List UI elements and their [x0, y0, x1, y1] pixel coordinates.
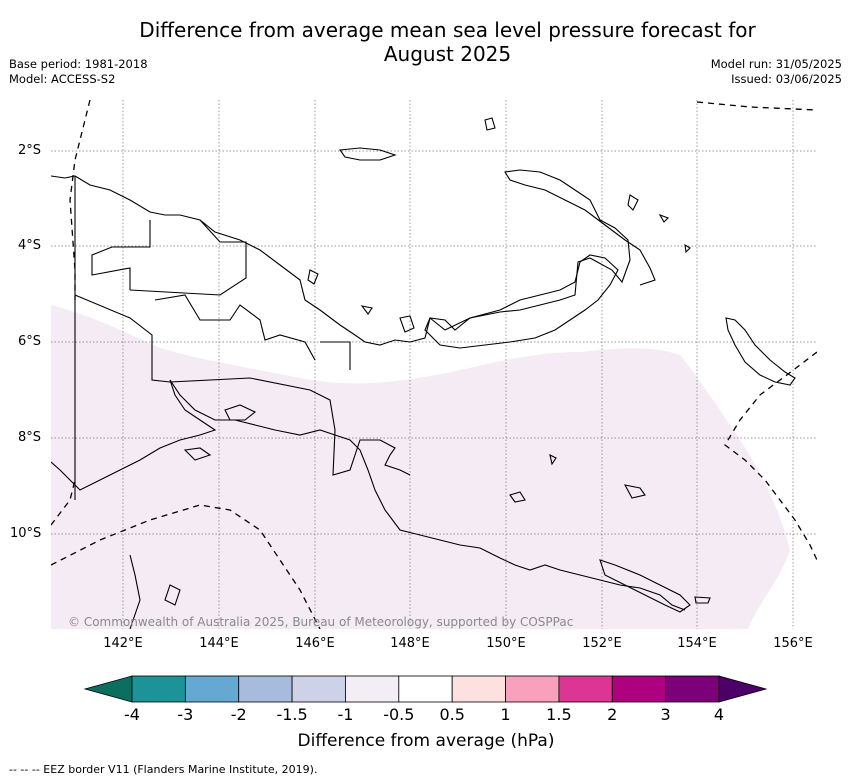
metadata-right: Model run: 31/05/2025 Issued: 03/06/2025 — [711, 57, 842, 87]
colorbar-segment — [558, 675, 613, 703]
colorbar-tick-label: -2 — [230, 705, 247, 724]
copyright-text: © Commonwealth of Australia 2025, Bureau… — [68, 615, 574, 629]
lat-label-2s: 2°S — [18, 143, 42, 158]
base-period-text: Base period: 1981-2018 — [9, 57, 148, 71]
colorbar-tick-label: 0.5 — [439, 705, 465, 724]
model-run-text: Model run: 31/05/2025 — [710, 57, 842, 71]
colorbar-tick-label: 1.5 — [546, 705, 572, 724]
title-line-2: August 2025 — [383, 42, 512, 66]
colorbar-segment — [184, 675, 240, 703]
new-britain — [424, 254, 619, 349]
gridlines — [51, 100, 817, 629]
colorbar-tick-label: 2 — [607, 705, 618, 724]
islands-small — [164, 117, 711, 613]
colorbar-label-text: Difference from average (hPa) — [297, 731, 555, 751]
pressure-anomaly-region — [51, 305, 790, 629]
colorbar-segment — [238, 675, 293, 703]
province-borders — [74, 219, 411, 476]
lon-label-148e: 148°E — [390, 636, 430, 651]
colorbar-extend-high — [718, 675, 768, 703]
colorbar-tick-label: -1 — [337, 705, 354, 724]
colorbar-segment — [611, 675, 667, 703]
colorbar-segments — [83, 675, 768, 703]
colorbar-label: Difference from average (hPa) — [0, 731, 850, 751]
colorbar-tick-label: -1.5 — [276, 705, 308, 724]
colorbar-tick-label: 1 — [500, 705, 511, 724]
colorbar-segment — [131, 675, 186, 703]
lon-label-144e: 144°E — [199, 636, 239, 651]
cape-york — [129, 554, 141, 629]
colorbar-tick-label: -4 — [124, 705, 140, 724]
colorbar-extend-low — [83, 675, 133, 703]
eez-borders — [51, 100, 817, 629]
colorbar-tick-label: 4 — [713, 705, 725, 724]
lat-label-8s: 8°S — [18, 430, 42, 445]
lon-label-146e: 146°E — [295, 636, 335, 651]
lon-label-154e: 154°E — [677, 636, 717, 651]
lon-label-152e: 152°E — [582, 636, 622, 651]
new-guinea-south-coast — [51, 379, 686, 611]
lat-label-4s: 4°S — [18, 238, 42, 253]
colorbar-segment — [505, 675, 560, 703]
islands-torres — [183, 213, 691, 503]
eez-footnote: -- -- -- EEZ border V11 (Flanders Marine… — [9, 763, 318, 776]
new-guinea-coast — [51, 169, 656, 346]
bougainville — [725, 317, 796, 386]
lon-label-156e: 156°E — [773, 636, 813, 651]
colorbar-tick-label: -0.5 — [383, 705, 415, 724]
colorbar-tick-label: -3 — [177, 705, 194, 724]
colorbar-tick-label: 3 — [660, 705, 671, 724]
coastlines — [51, 117, 796, 629]
model-text: Model: ACCESS-S2 — [9, 72, 116, 86]
colorbar-segment — [451, 675, 506, 703]
colorbar-segment — [665, 675, 720, 703]
lat-label-6s: 6°S — [18, 334, 42, 349]
lon-label-150e: 150°E — [486, 636, 526, 651]
title-line-1: Difference from average mean sea level p… — [139, 18, 756, 42]
metadata-left: Base period: 1981-2018 Model: ACCESS-S2 — [9, 57, 148, 87]
colorbar-segment — [345, 675, 400, 703]
chart-title: Difference from average mean sea level p… — [0, 18, 850, 66]
colorbar-segment — [398, 675, 453, 703]
lon-label-142e: 142°E — [103, 636, 143, 651]
colorbar-segment — [291, 675, 346, 703]
issued-text: Issued: 03/06/2025 — [731, 72, 842, 86]
lat-label-10s: 10°S — [10, 526, 42, 541]
